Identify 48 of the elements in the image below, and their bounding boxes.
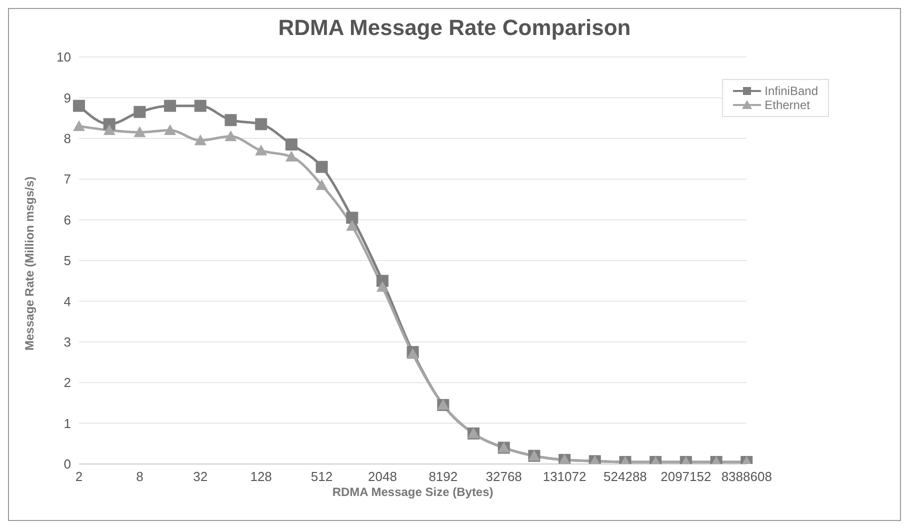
y-tick-label: 7	[64, 172, 71, 187]
y-tick-label: 3	[64, 334, 71, 350]
point	[134, 106, 146, 118]
point	[346, 212, 358, 224]
point	[134, 126, 146, 138]
y-tick-label: 10	[56, 50, 71, 65]
point	[73, 120, 85, 131]
y-tick-label: 8	[64, 131, 71, 146]
y-tick-label: 0	[64, 456, 71, 472]
point	[255, 144, 268, 156]
y-tick-label: 1	[64, 416, 71, 431]
point	[194, 134, 206, 146]
legend-label: Ethernet	[764, 98, 810, 112]
x-tick-label: 8192	[428, 469, 458, 484]
y-tick-label: 5	[64, 253, 71, 268]
y-tick-label: 9	[64, 90, 71, 106]
x-tick-label: 8388608	[721, 469, 772, 484]
point	[285, 138, 298, 151]
point	[316, 160, 328, 173]
point	[346, 220, 358, 231]
x-tick-label: 512	[310, 469, 333, 484]
y-tick-label: 4	[64, 294, 71, 309]
point	[285, 150, 298, 162]
x-axis-title: RDMA Message Size (Bytes)	[332, 485, 494, 499]
point	[194, 100, 206, 112]
x-tick-label: 128	[250, 469, 272, 484]
x-tick-label: 2	[75, 469, 83, 484]
x-tick-label: 2097152	[660, 469, 712, 484]
x-tick-label: 2048	[368, 469, 397, 484]
point	[164, 100, 176, 112]
point	[255, 118, 268, 130]
y-tick-label: 2	[64, 375, 71, 390]
point	[224, 114, 237, 126]
x-tick-label: 32768	[486, 469, 522, 484]
x-tick-label: 524288	[604, 469, 647, 484]
y-tick-label: 6	[64, 212, 71, 228]
chart-title: RDMA Message Rate Comparison	[277, 15, 632, 41]
legend-label: InfiniBand	[764, 84, 818, 98]
point	[316, 179, 328, 190]
point	[376, 280, 388, 292]
point	[73, 100, 85, 112]
x-tick-label: 32	[193, 469, 208, 484]
x-tick-label: 8	[136, 469, 144, 484]
point	[224, 130, 237, 142]
y-axis-title: Message Rate (Million msgs/s)	[22, 176, 36, 350]
point	[103, 124, 116, 136]
x-tick-label: 131072	[542, 469, 586, 484]
point	[164, 124, 176, 136]
